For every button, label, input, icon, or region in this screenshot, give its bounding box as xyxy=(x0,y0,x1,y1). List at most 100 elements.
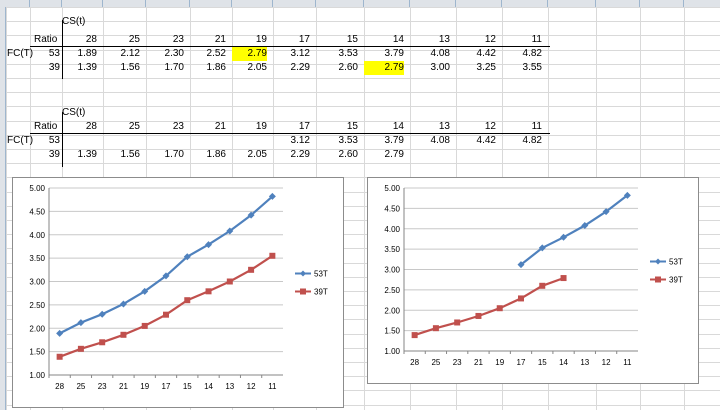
value-cell[interactable] xyxy=(144,134,184,148)
value-cell[interactable] xyxy=(410,148,450,162)
value-cell[interactable]: 2.60 xyxy=(338,62,358,73)
value-cell[interactable]: 3.53 xyxy=(338,48,358,59)
value-cell[interactable]: 2.05 xyxy=(247,62,267,73)
point-marker-53T xyxy=(517,261,525,269)
point-marker-39T xyxy=(269,252,276,259)
value-cell[interactable]: 4.08 xyxy=(430,135,450,146)
value-cell[interactable]: 2.79 xyxy=(384,149,404,160)
chart-svg: 1.00 1.50 2.00 2.50 3.00 3.50 4.00 4.50 5.00 28 25… xyxy=(29,184,328,391)
line-chart-full[interactable]: 1.00 1.50 2.00 2.50 3.00 3.50 4.00 4.50 5.00 28 25… xyxy=(12,177,344,408)
row-header-bar[interactable] xyxy=(0,7,6,410)
y-tick-label: 5.00 xyxy=(384,184,400,193)
x-tick-label: 11 xyxy=(623,358,632,367)
grid-row-line xyxy=(6,163,720,164)
value-cell[interactable]: 3.12 xyxy=(290,48,310,59)
value-cell[interactable]: 3.12 xyxy=(290,135,310,146)
value-cell[interactable]: 4.08 xyxy=(430,48,450,59)
value-cell[interactable]: 3.25 xyxy=(476,62,496,73)
column-header-value: 19 xyxy=(255,34,267,45)
column-header-cell[interactable] xyxy=(502,0,548,7)
ratio-cell[interactable]: 53 xyxy=(48,135,60,146)
value-cell[interactable]: 2.79 xyxy=(364,61,404,75)
value-cell[interactable]: 2.29 xyxy=(290,149,310,160)
point-marker-53T xyxy=(623,191,631,199)
column-header-cell[interactable] xyxy=(190,0,232,7)
point-marker-53T xyxy=(560,233,568,241)
column-header-value: 12 xyxy=(484,121,496,132)
legend-marker xyxy=(300,288,306,295)
column-header-cell[interactable] xyxy=(596,0,640,7)
column-header-cell[interactable] xyxy=(548,0,596,7)
y-tick-label: 1.50 xyxy=(29,348,45,357)
x-tick-label: 25 xyxy=(76,382,85,391)
ratio-cell[interactable]: 39 xyxy=(48,149,60,160)
value-cell[interactable]: 2.79 xyxy=(232,47,267,61)
grid-row-line xyxy=(6,206,720,207)
value-cell[interactable]: 4.42 xyxy=(476,48,496,59)
x-tick-label: 28 xyxy=(410,358,419,367)
column-header-cell[interactable] xyxy=(364,0,410,7)
value-cell[interactable]: 2.12 xyxy=(120,48,140,59)
value-cell[interactable]: 1.86 xyxy=(206,149,226,160)
value-cell[interactable]: 4.82 xyxy=(522,48,542,59)
value-cell[interactable] xyxy=(57,134,97,148)
value-cell[interactable]: 1.56 xyxy=(120,149,140,160)
value-cell[interactable]: 3.00 xyxy=(430,62,450,73)
column-header-cell[interactable] xyxy=(30,0,62,7)
value-cell[interactable]: 1.86 xyxy=(206,62,226,73)
value-cell[interactable]: 3.79 xyxy=(384,135,404,146)
point-marker-53T xyxy=(77,319,85,327)
value-cell[interactable]: 2.60 xyxy=(338,149,358,160)
table1-ratio-rule xyxy=(62,20,63,79)
value-cell[interactable]: 3.55 xyxy=(522,62,542,73)
grid-row-line xyxy=(6,220,720,221)
column-header-cell[interactable] xyxy=(6,0,30,7)
column-header-value: 13 xyxy=(438,34,450,45)
value-cell[interactable]: 3.53 xyxy=(338,135,358,146)
x-tick-label: 13 xyxy=(225,382,234,391)
y-tick-label: 2.00 xyxy=(29,324,45,333)
value-cell[interactable]: 3.79 xyxy=(384,48,404,59)
value-cell[interactable]: 1.70 xyxy=(164,149,184,160)
value-cell[interactable]: 1.70 xyxy=(164,62,184,73)
column-header-value: 17 xyxy=(298,34,310,45)
x-tick-label: 12 xyxy=(247,382,256,391)
value-cell[interactable]: 2.05 xyxy=(247,149,267,160)
value-cell[interactable]: 4.82 xyxy=(522,135,542,146)
value-cell[interactable]: 2.29 xyxy=(290,62,310,73)
y-tick-label: 3.50 xyxy=(384,245,400,254)
value-cell[interactable] xyxy=(502,148,542,162)
grid-row-line xyxy=(6,234,720,235)
value-cell[interactable]: 1.89 xyxy=(77,48,97,59)
y-tick-label: 2.50 xyxy=(384,286,400,295)
value-cell[interactable] xyxy=(456,148,496,162)
column-header-cell[interactable] xyxy=(456,0,502,7)
x-tick-label: 15 xyxy=(538,358,547,367)
column-header-cell[interactable] xyxy=(232,0,273,7)
value-cell[interactable]: 1.56 xyxy=(120,62,140,73)
value-cell[interactable]: 4.42 xyxy=(476,135,496,146)
point-marker-53T xyxy=(268,192,276,200)
x-tick-label: 11 xyxy=(268,382,277,391)
ratio-cell[interactable]: 39 xyxy=(48,62,60,73)
column-header-cell[interactable] xyxy=(410,0,456,7)
legend-label: 53T xyxy=(314,270,328,279)
value-cell[interactable]: 1.39 xyxy=(77,62,97,73)
column-header-cell[interactable] xyxy=(146,0,190,7)
ratio-cell[interactable]: 53 xyxy=(48,48,60,59)
column-header-cell[interactable] xyxy=(62,0,103,7)
legend-label: 39T xyxy=(314,288,328,297)
column-header-cell[interactable] xyxy=(273,0,316,7)
line-chart-split[interactable]: 1.00 1.50 2.00 2.50 3.00 3.50 4.00 4.50 5.00 28 25… xyxy=(367,177,699,384)
value-cell[interactable] xyxy=(227,134,267,148)
column-header-cell[interactable] xyxy=(103,0,146,7)
value-cell[interactable] xyxy=(186,134,226,148)
value-cell[interactable] xyxy=(100,134,140,148)
value-cell[interactable]: 2.52 xyxy=(206,48,226,59)
value-cell[interactable]: 2.30 xyxy=(164,48,184,59)
point-marker-53T xyxy=(226,227,234,235)
column-header-cell[interactable] xyxy=(316,0,364,7)
column-header-cell[interactable] xyxy=(640,0,684,7)
value-cell[interactable]: 1.39 xyxy=(77,149,97,160)
